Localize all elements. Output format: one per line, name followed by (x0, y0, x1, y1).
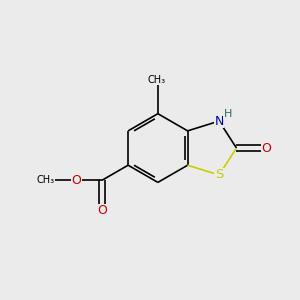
Text: O: O (261, 142, 271, 154)
Text: O: O (71, 174, 81, 187)
Text: N: N (214, 115, 224, 128)
Text: S: S (215, 169, 223, 182)
Text: CH₃: CH₃ (148, 75, 166, 85)
Text: CH₃: CH₃ (36, 175, 54, 185)
Text: O: O (97, 205, 107, 218)
Text: H: H (224, 109, 232, 119)
